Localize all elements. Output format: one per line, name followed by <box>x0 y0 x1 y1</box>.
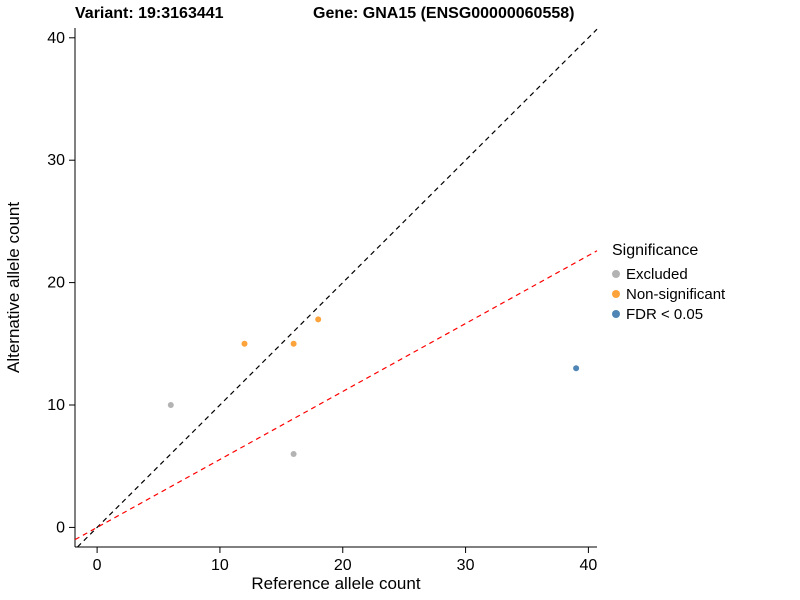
y-axis-title: Alternative allele count <box>4 201 23 374</box>
x-tick-label: 40 <box>580 557 598 574</box>
legend-item: Excluded <box>612 264 725 284</box>
x-tick-label: 30 <box>457 557 475 574</box>
legend-dot-icon <box>612 310 620 318</box>
data-point-fdr-0-05 <box>573 365 580 372</box>
identity-line <box>77 28 598 548</box>
x-axis-title: Reference allele count <box>251 574 421 593</box>
legend-dot-icon <box>612 270 620 278</box>
y-tick-label: 40 <box>47 30 65 47</box>
data-point-non-significant <box>290 340 297 347</box>
legend-item: Non-significant <box>612 284 725 304</box>
legend-item-label: FDR < 0.05 <box>626 305 704 323</box>
y-tick-label: 30 <box>47 152 65 169</box>
expected-ratio-line <box>74 250 598 541</box>
data-point-non-significant <box>315 316 322 323</box>
legend-items: Excluded Non-significant FDR < 0.05 <box>612 264 725 324</box>
data-point-excluded <box>290 450 297 457</box>
legend-item: FDR < 0.05 <box>612 304 725 324</box>
legend: Significance Excluded Non-significant FDR … <box>612 242 725 324</box>
x-tick-label: 20 <box>334 557 352 574</box>
y-tick-label: 20 <box>47 275 65 292</box>
plot-title-gene: Gene: GNA15 (ENSG00000060558) <box>313 5 575 22</box>
legend-item-label: Non-significant <box>626 285 726 303</box>
data-point-excluded <box>167 402 174 409</box>
plot-title-variant: Variant: 19:3163441 <box>75 5 224 22</box>
x-tick-label: 0 <box>93 557 102 574</box>
y-tick-label: 10 <box>47 397 65 414</box>
y-tick-label: 0 <box>56 519 65 536</box>
data-point-non-significant <box>241 340 248 347</box>
x-tick-label: 10 <box>211 557 229 574</box>
legend-dot-icon <box>612 290 620 298</box>
legend-title: Significance <box>612 242 699 259</box>
legend-item-label: Excluded <box>626 265 688 283</box>
